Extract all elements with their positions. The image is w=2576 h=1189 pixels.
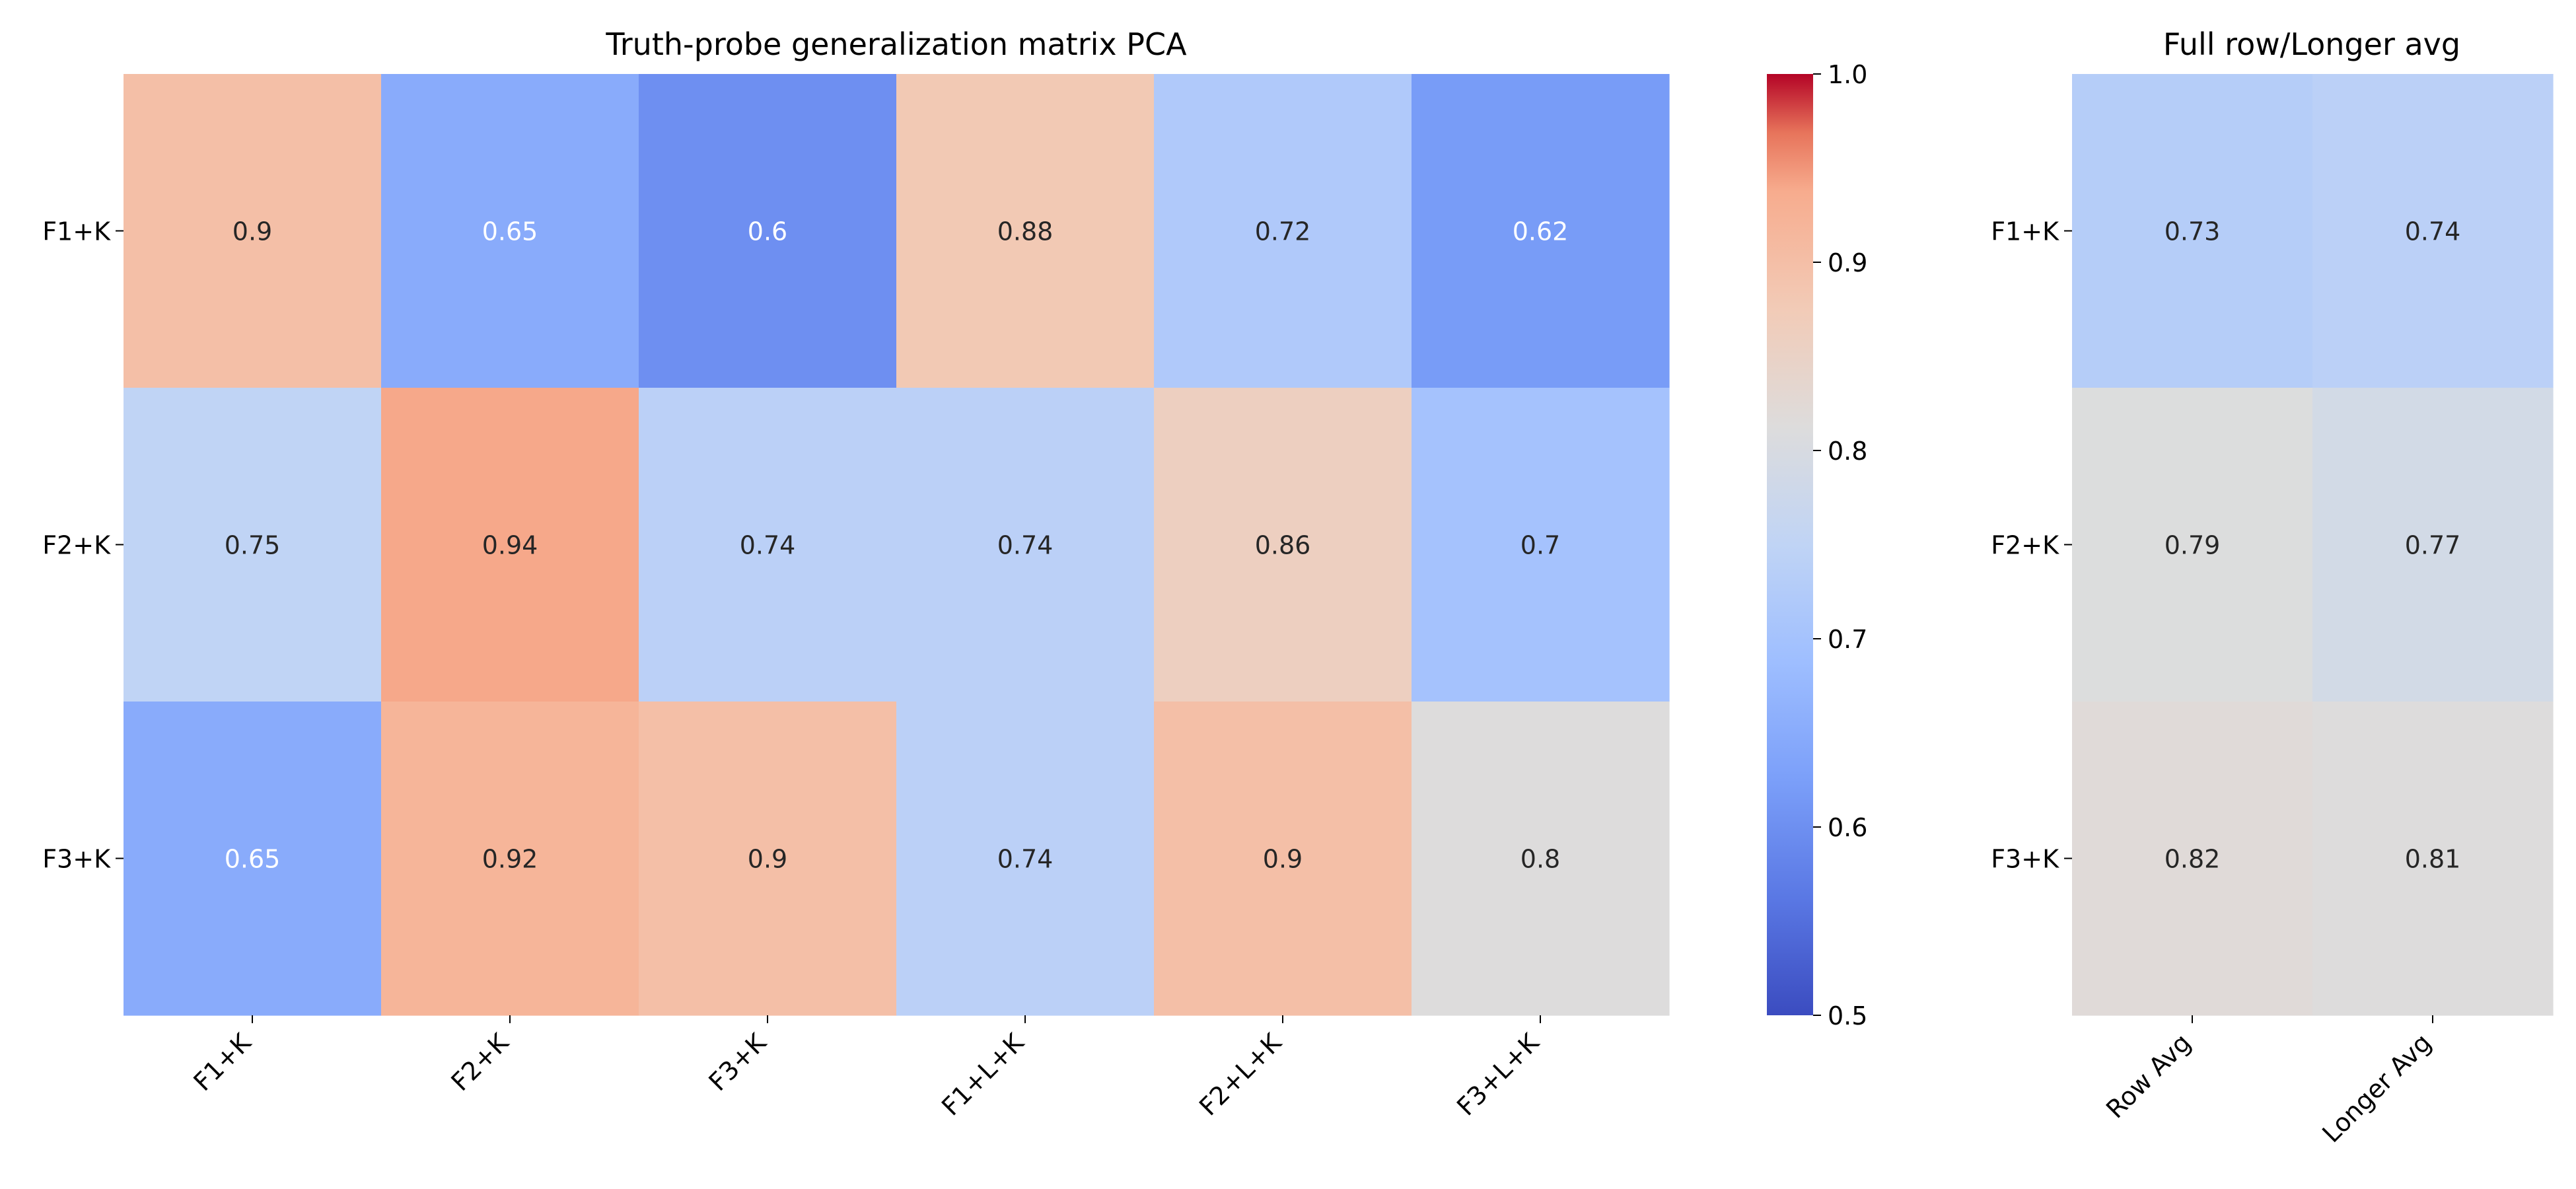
- cell-value-label: 0.65: [225, 845, 281, 874]
- cell-value-label: 0.73: [2165, 217, 2221, 246]
- colorbar-tick-label: 0.8: [1828, 437, 1867, 466]
- heatmap-cell: [2312, 74, 2554, 388]
- cell-value-label: 0.62: [1513, 217, 1569, 246]
- cell-value-label: 0.86: [1255, 531, 1311, 560]
- cell-value-label: 0.65: [482, 217, 538, 246]
- avg-heatmap: Full row/Longer avg 0.73 0.74 0.79 0.77 0.82…: [1991, 26, 2554, 1148]
- cell-value-label: 0.92: [482, 845, 538, 874]
- x-tick-label: F2+K: [446, 1027, 515, 1097]
- cell-value-label: 0.77: [2405, 531, 2461, 560]
- cell-value-label: 0.74: [740, 531, 796, 560]
- avg-heatmap-y-axis: F1+K F2+K F3+K: [1991, 217, 2072, 874]
- y-tick-label: F3+K: [1991, 845, 2059, 874]
- y-tick-label: F1+K: [42, 217, 111, 246]
- cell-value-label: 0.88: [997, 217, 1054, 246]
- avg-heatmap-title: Full row/Longer avg: [2163, 26, 2460, 62]
- cell-value-label: 0.74: [997, 531, 1054, 560]
- heatmap-cell: [639, 388, 897, 702]
- x-tick-label: Longer Avg: [2316, 1028, 2437, 1148]
- cell-value-label: 0.74: [997, 845, 1054, 874]
- heatmap-cell: [1412, 74, 1670, 388]
- cell-value-label: 0.9: [748, 845, 787, 874]
- colorbar-ticks: 0.5 0.6 0.7 0.8 0.9 1.0: [1813, 60, 1867, 1030]
- main-heatmap-cells: 0.9 0.65 0.6 0.88 0.72 0.62 0.75 0.94 0.74 0.74 0.…: [124, 74, 1670, 1016]
- x-tick-label: F3+K: [703, 1027, 773, 1097]
- heatmap-cell: [1154, 702, 1412, 1016]
- cell-value-label: 0.94: [482, 531, 538, 560]
- y-tick-label: F3+K: [42, 845, 111, 874]
- cell-value-label: 0.9: [1263, 845, 1303, 874]
- heatmap-cell: [896, 388, 1155, 702]
- heatmap-cell: [124, 74, 382, 388]
- cell-value-label: 0.75: [225, 531, 281, 560]
- heatmap-cell: [381, 702, 639, 1016]
- cell-value-label: 0.74: [2405, 217, 2461, 246]
- heatmap-cell: [1154, 388, 1412, 702]
- colorbar-tick-label: 0.6: [1828, 813, 1867, 842]
- avg-heatmap-x-axis: Row Avg Longer Avg: [2100, 1015, 2437, 1148]
- cell-value-label: 0.7: [1521, 531, 1560, 560]
- x-tick-label: F1+K: [188, 1027, 258, 1097]
- main-heatmap-x-axis: F1+K F2+K F3+K F1+L+K F2+L+K F3+L+K: [188, 1015, 1545, 1122]
- heatmap-cell: [2312, 702, 2554, 1016]
- colorbar-tick-label: 0.9: [1828, 248, 1867, 277]
- colorbar-tick-label: 0.7: [1828, 625, 1867, 654]
- x-tick-label: F3+L+K: [1451, 1027, 1545, 1121]
- colorbar-tick-label: 0.5: [1828, 1001, 1867, 1030]
- heatmap-cell: [124, 388, 382, 702]
- heatmap-cell: [381, 74, 639, 388]
- colorbar-gradient: [1767, 74, 1813, 1015]
- heatmap-cell: [896, 74, 1155, 388]
- cell-value-label: 0.9: [233, 217, 272, 246]
- heatmap-cell: [1154, 74, 1412, 388]
- heatmap-cell: [1412, 702, 1670, 1016]
- colorbar-tick-label: 1.0: [1828, 60, 1867, 89]
- cell-value-label: 0.72: [1255, 217, 1311, 246]
- x-tick-label: F1+L+K: [936, 1027, 1030, 1121]
- heatmap-cell: [124, 702, 382, 1016]
- heatmap-cell: [1412, 388, 1670, 702]
- x-tick-label: Row Avg: [2100, 1028, 2196, 1124]
- cell-value-label: 0.82: [2165, 845, 2221, 874]
- y-tick-label: F2+K: [1991, 531, 2059, 560]
- heatmap-cell: [639, 702, 897, 1016]
- cell-value-label: 0.81: [2405, 845, 2461, 874]
- cell-value-label: 0.8: [1521, 845, 1560, 874]
- heatmap-cell: [2072, 702, 2313, 1016]
- heatmap-cell: [2312, 388, 2554, 702]
- heatmap-cell: [896, 702, 1155, 1016]
- heatmap-cell: [2072, 74, 2313, 388]
- main-heatmap-y-axis: F1+K F2+K F3+K: [42, 217, 124, 874]
- avg-heatmap-cells: 0.73 0.74 0.79 0.77 0.82 0.81: [2072, 74, 2554, 1016]
- heatmap-cell: [381, 388, 639, 702]
- cell-value-label: 0.79: [2165, 531, 2221, 560]
- colorbar: 0.5 0.6 0.7 0.8 0.9 1.0: [1767, 60, 1867, 1030]
- x-tick-label: F2+L+K: [1194, 1027, 1287, 1121]
- heatmap-cell: [639, 74, 897, 388]
- y-tick-label: F2+K: [42, 531, 111, 560]
- y-tick-label: F1+K: [1991, 217, 2059, 246]
- heatmap-cell: [2072, 388, 2313, 702]
- main-heatmap: Truth-probe generalization matrix PCA 0.…: [42, 26, 1670, 1122]
- main-heatmap-title: Truth-probe generalization matrix PCA: [605, 26, 1187, 62]
- cell-value-label: 0.6: [748, 217, 787, 246]
